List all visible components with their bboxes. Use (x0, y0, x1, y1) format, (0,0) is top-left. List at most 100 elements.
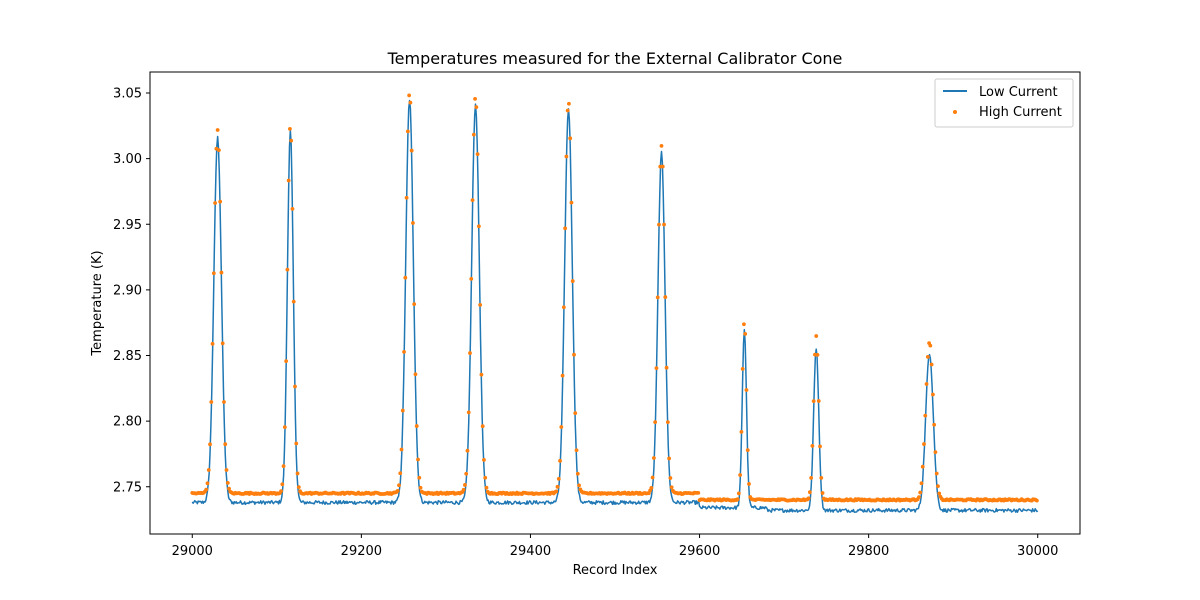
x-tick-label: 29600 (679, 544, 720, 559)
high-current-point (473, 96, 477, 101)
high-current-point (573, 411, 578, 416)
high-current-point (923, 413, 928, 418)
high-current-point (747, 482, 751, 486)
high-current-point (222, 400, 226, 404)
high-current-point (654, 366, 659, 371)
high-current-point (574, 448, 579, 453)
high-current-point (816, 399, 821, 403)
high-current-point (209, 400, 214, 404)
high-current-point (417, 475, 422, 480)
plot-frame (149, 71, 1081, 535)
high-current-point (559, 425, 564, 429)
high-current-point (225, 480, 230, 485)
high-current-point (407, 93, 412, 98)
high-current-point (400, 408, 405, 413)
high-current-point (218, 199, 223, 204)
high-current-point (934, 471, 939, 476)
high-current-point (280, 482, 285, 487)
high-current-point (569, 200, 574, 205)
high-current-point (465, 448, 470, 453)
high-current-point (738, 473, 743, 477)
high-current-point (651, 456, 656, 460)
high-current-point (932, 422, 937, 427)
high-current-point (575, 471, 580, 476)
high-current-point (563, 226, 568, 231)
low-current-line (191, 99, 1039, 513)
high-current-point (290, 206, 295, 211)
high-current-point (925, 354, 930, 359)
high-current-point (933, 450, 938, 455)
high-current-point (205, 481, 210, 486)
high-current-point (735, 497, 740, 502)
high-current-point (928, 343, 933, 348)
high-current-point (820, 491, 825, 495)
high-current-point (937, 491, 942, 496)
high-current-point (213, 201, 218, 205)
high-current-point (227, 486, 231, 491)
legend-swatch-high-current (953, 110, 957, 114)
high-current-point (464, 471, 469, 476)
high-current-point (215, 128, 220, 132)
high-current-point (649, 486, 654, 490)
high-current-point (561, 305, 566, 310)
high-current-point (565, 108, 570, 113)
high-current-point (404, 195, 409, 200)
high-current-point (554, 489, 559, 494)
x-tick-label: 29000 (172, 544, 213, 559)
high-current-point (667, 456, 672, 461)
high-current-point (810, 443, 815, 448)
high-current-point (650, 475, 655, 480)
high-current-point (745, 448, 750, 453)
high-current-point (664, 365, 669, 370)
high-current-point (403, 275, 408, 280)
high-current-point (657, 222, 661, 227)
high-current-point (469, 276, 474, 281)
x-tick-label: 29400 (510, 544, 551, 559)
high-current-point (806, 496, 811, 501)
plot-area (149, 71, 1081, 535)
high-current-point (208, 442, 212, 447)
y-tick-label: 2.85 (113, 349, 142, 364)
series-low-current (191, 99, 1039, 513)
high-current-point (224, 468, 229, 472)
high-current-point (577, 483, 581, 488)
high-current-point (572, 352, 576, 357)
high-current-point (296, 485, 301, 489)
high-current-point (744, 388, 749, 392)
y-tick-label: 3.00 (113, 152, 142, 167)
high-current-point (295, 471, 300, 476)
y-tick-label: 2.90 (113, 283, 142, 298)
high-current-point (655, 295, 660, 300)
high-current-point (210, 341, 215, 346)
high-current-point (220, 341, 225, 346)
high-current-point (918, 490, 923, 495)
high-current-point (483, 475, 488, 480)
high-current-point (413, 372, 418, 377)
high-current-point (291, 299, 296, 304)
high-current-point (476, 224, 481, 229)
high-current-point (564, 154, 569, 159)
high-current-point (659, 144, 664, 148)
legend-label-low-current: Low Current (979, 85, 1058, 100)
high-current-point (924, 382, 929, 386)
high-current-point (919, 481, 924, 486)
high-current-point (478, 302, 483, 307)
high-current-point (412, 302, 417, 307)
high-current-point (206, 468, 211, 472)
high-current-point (408, 100, 413, 105)
x-tick-label: 29200 (341, 544, 382, 559)
high-current-point (736, 491, 741, 496)
high-current-point (461, 487, 466, 492)
high-current-point (289, 138, 294, 143)
high-current-point (293, 384, 297, 389)
x-tick-label: 30000 (1017, 544, 1058, 559)
high-current-point (920, 464, 925, 469)
x-axis-title: Record Index (573, 563, 658, 578)
high-current-point (288, 127, 292, 131)
y-axis: 2.75 2.80 2.85 2.90 2.95 3.00 3.05 (113, 87, 150, 495)
high-current-point (281, 464, 286, 469)
high-current-point (929, 362, 934, 367)
high-current-point (807, 490, 812, 495)
high-current-point (662, 222, 666, 227)
high-current-point (480, 424, 485, 429)
